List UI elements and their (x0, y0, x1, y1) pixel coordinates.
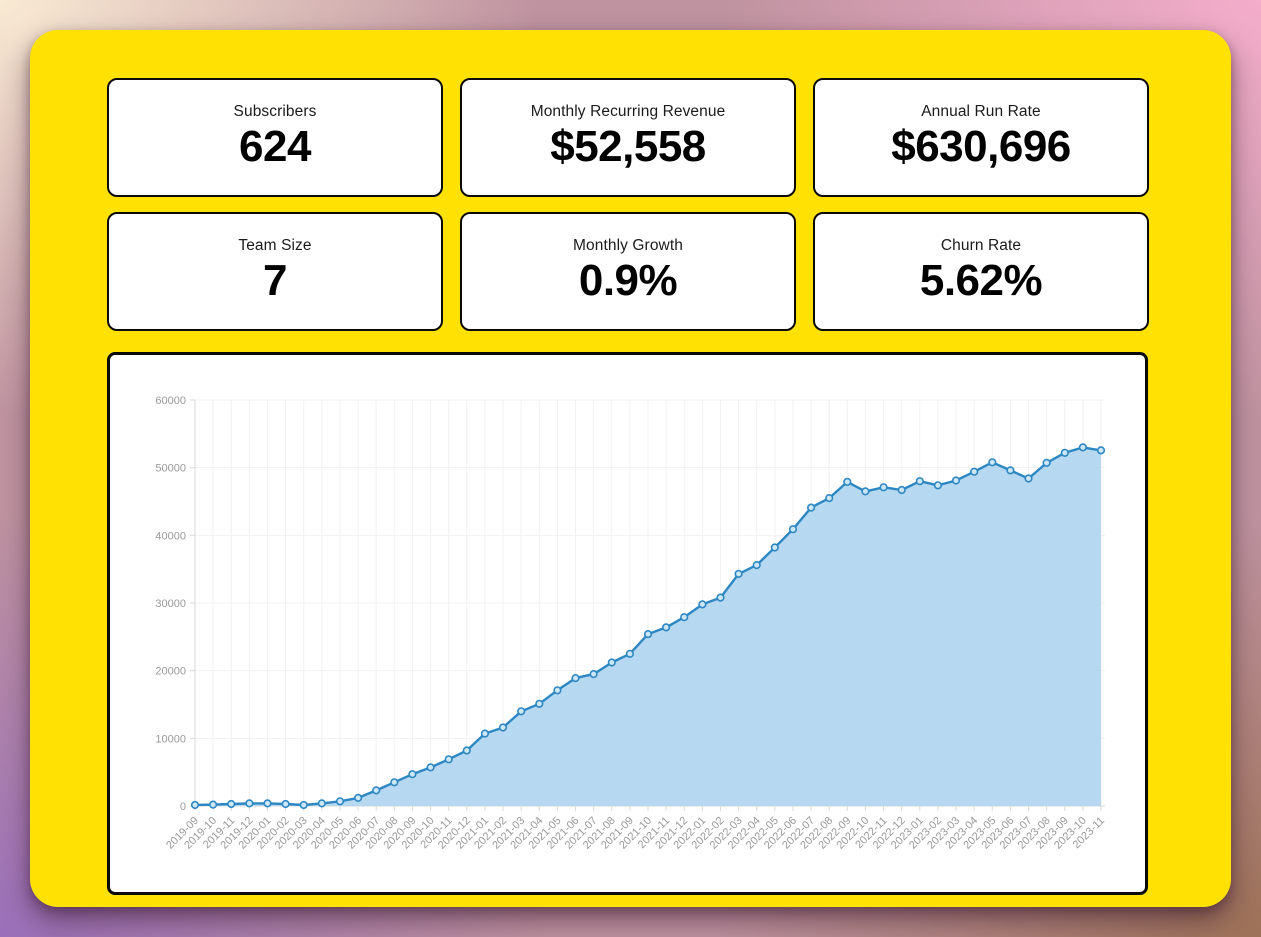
dashboard-board: Subscribers 624 Monthly Recurring Revenu… (30, 30, 1231, 907)
metric-label: Churn Rate (940, 237, 1022, 254)
metric-value: 7 (263, 256, 287, 305)
metric-card-team-size: Team Size 7 (107, 212, 443, 331)
metric-label: Monthly Recurring Revenue (530, 103, 726, 120)
mrr-chart-card: 0 10000 20000 30000 40000 50000 60000 2019-09 20… (107, 352, 1148, 895)
svg-text:10000: 10000 (155, 733, 186, 745)
svg-text:20000: 20000 (155, 666, 186, 678)
metric-label: Subscribers (233, 103, 317, 120)
metric-card-arr: Annual Run Rate $630,696 (813, 78, 1149, 197)
svg-text:50000: 50000 (155, 463, 186, 475)
metric-value: $630,696 (891, 122, 1071, 171)
metric-card-monthly-growth: Monthly Growth 0.9% (460, 212, 796, 331)
metric-label: Monthly Growth (573, 237, 683, 254)
metric-value: $52,558 (550, 122, 706, 171)
metric-label: Team Size (238, 237, 312, 254)
svg-text:30000: 30000 (155, 598, 186, 610)
svg-text:40000: 40000 (155, 530, 186, 542)
svg-text:60000: 60000 (155, 395, 186, 407)
metric-value: 5.62% (919, 256, 1043, 305)
mrr-chart-svg[interactable]: 01000020000300004000050000600002019-0920… (110, 355, 1145, 892)
metric-label: Annual Run Rate (921, 103, 1041, 120)
metric-card-subscribers: Subscribers 624 (107, 78, 443, 197)
metric-value: 624 (239, 122, 311, 171)
metric-value: 0.9% (578, 256, 678, 305)
svg-text:0: 0 (180, 801, 186, 813)
metric-card-mrr: Monthly Recurring Revenue $52,558 (460, 78, 796, 197)
metric-cards-grid: Subscribers 624 Monthly Recurring Revenu… (107, 78, 1149, 331)
metric-card-churn-rate: Churn Rate 5.62% (813, 212, 1149, 331)
